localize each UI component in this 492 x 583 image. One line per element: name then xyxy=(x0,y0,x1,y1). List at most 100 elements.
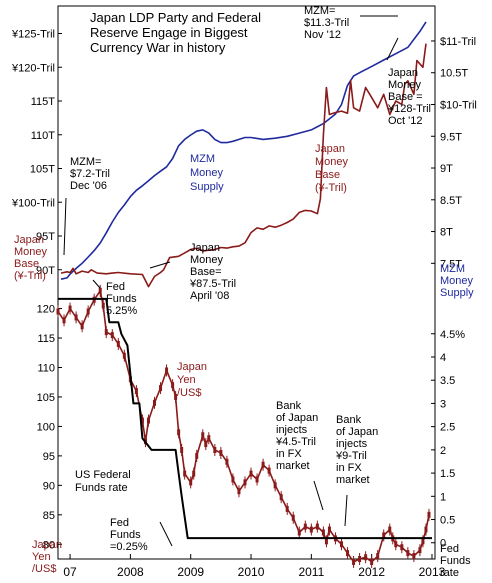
yen-candle-body xyxy=(195,452,199,459)
annotation-pointer xyxy=(313,480,324,511)
yen-candle-body xyxy=(177,429,181,436)
yen-candle-body xyxy=(291,514,295,521)
annotation-text: Bank of Japan injects ¥4.5-Tril in FX market xyxy=(275,400,318,472)
axes: ¥125-Tril ¥120-Tril 115T 110T 105T ¥100-Tril 9… xyxy=(11,29,477,580)
yen-candle-body xyxy=(255,476,259,483)
annotation-pointer xyxy=(344,494,348,527)
yen-candle-body xyxy=(204,441,208,448)
tick-label: ¥125-Tril xyxy=(11,29,55,41)
tick-label: 7.5T xyxy=(440,258,462,270)
annotation-pointer xyxy=(386,37,399,61)
series-line-mzm-money-supply xyxy=(60,21,427,280)
yen-candle-body xyxy=(418,547,422,554)
tick-label: 115 xyxy=(37,333,55,345)
annotation-text: Japan Money Base = ¥128-Tril Oct '12 xyxy=(387,67,431,127)
yen-candle-body xyxy=(237,488,241,495)
mzm-series-label: MZM Money Supply xyxy=(190,153,224,193)
tick-label: $10-Tril xyxy=(440,99,477,111)
tick-label: 80 xyxy=(43,539,55,551)
yen-candle-body xyxy=(62,317,66,324)
yen-candle-body xyxy=(171,382,175,389)
tick-label: 0.5 xyxy=(440,515,455,527)
yen-candle-body xyxy=(388,526,392,533)
yen-candle-body xyxy=(267,467,271,474)
annotation-pointer xyxy=(149,261,171,269)
yen-candle-body xyxy=(174,393,178,400)
yen-candle-body xyxy=(249,470,253,477)
annotation-text: Fed Funds =0.25% xyxy=(110,517,148,553)
annotation-pointer xyxy=(92,279,101,289)
yen-candle-body xyxy=(122,352,126,359)
yen-candle-body xyxy=(180,446,184,453)
yen-candle-body xyxy=(146,417,150,424)
x-tick-label: 2012 xyxy=(358,565,385,579)
yen-candle-body xyxy=(98,287,102,294)
tick-label: 105T xyxy=(30,164,55,176)
yen-candle-body xyxy=(427,511,431,518)
tick-label: ¥100-Tril xyxy=(11,197,55,209)
yen-candle-body xyxy=(68,305,72,312)
tick-label: 10.5T xyxy=(440,68,468,80)
yen-candle-body xyxy=(159,385,163,392)
annotation-pointer xyxy=(159,521,173,547)
x-tick-label: 2008 xyxy=(117,565,144,579)
tick-label: 90T xyxy=(36,265,55,277)
annotation-pointer xyxy=(63,197,67,256)
yen-candle-body xyxy=(273,482,277,489)
chart-title-text: Japan LDP Party and Federal Reserve Engag… xyxy=(90,10,261,55)
yen-candle-body xyxy=(364,554,368,561)
yen-candle-body xyxy=(183,470,187,477)
tick-label: 105 xyxy=(37,392,55,404)
yen-candle-body xyxy=(412,553,416,560)
money-base-series-label: Japan Money Base (¥-Tril) xyxy=(315,143,349,194)
yen-candle-body xyxy=(201,432,205,439)
yen-candle-body xyxy=(400,544,404,551)
yen-candle-body xyxy=(261,461,265,468)
series-labels: MZM Money Supply Japan Money Base (¥-Tril) Japa… xyxy=(75,143,349,494)
annotations: MZM= $7.2-Tril Dec '06 MZM= $11.3-Tril Nov '1… xyxy=(63,5,431,553)
tick-label: 115T xyxy=(31,96,56,108)
tick-label: 95 xyxy=(43,451,55,463)
yen-candle-body xyxy=(279,494,283,501)
yen-candle-body xyxy=(309,526,313,533)
tick-label: 3.5 xyxy=(440,375,455,387)
yen-candle-body xyxy=(324,538,328,545)
yen-candle-body xyxy=(192,470,196,477)
tick-label: 0 xyxy=(440,538,446,550)
x-tick-label: 2010 xyxy=(238,565,265,579)
yen-candle-body xyxy=(165,367,169,374)
yen-candle-body xyxy=(101,302,105,309)
yen-candle-body xyxy=(346,550,350,557)
tick-label: 110 xyxy=(37,362,55,374)
tick-label: 100 xyxy=(37,421,55,433)
yen-candle-body xyxy=(340,541,344,548)
yen-candle-body xyxy=(297,529,301,536)
annotation-text: Fed Funds 5.25% xyxy=(106,281,137,317)
tick-label: 4.5% xyxy=(440,329,465,341)
upper-right-axis-unit-label: MZM Money Supply xyxy=(440,263,474,299)
yen-candle-body xyxy=(213,446,217,453)
fed-funds-series-label: US Federal Funds rate xyxy=(75,469,131,494)
annotation-text: Bank of Japan injects ¥9-Tril in FX market xyxy=(335,414,378,486)
tick-label: $11-Tril xyxy=(440,36,476,48)
chart-title: Japan LDP Party and Federal Reserve Engag… xyxy=(90,10,261,55)
tick-label: ¥120-Tril xyxy=(11,62,55,74)
tick-label: 3 xyxy=(440,398,446,410)
yen-candle-body xyxy=(80,323,84,330)
x-tick-label: 2011 xyxy=(298,565,324,579)
tick-label: 4 xyxy=(440,352,446,364)
yen-candle-body xyxy=(394,541,398,548)
yen-candle-body xyxy=(231,476,235,483)
yen-candle-body xyxy=(285,505,289,512)
x-tick-label: 2009 xyxy=(177,565,204,579)
series-line-us-federal-funds-rate xyxy=(58,297,432,540)
tick-label: 8T xyxy=(440,227,453,239)
yen-candle-body xyxy=(424,526,428,533)
annotation-text: MZM= $7.2-Tril Dec '06 xyxy=(70,156,110,192)
series xyxy=(56,21,432,568)
yen-candle-body xyxy=(110,332,114,339)
tick-label: 2 xyxy=(440,445,446,457)
tick-label: 90 xyxy=(43,480,55,492)
yen-candle-body xyxy=(207,435,211,442)
